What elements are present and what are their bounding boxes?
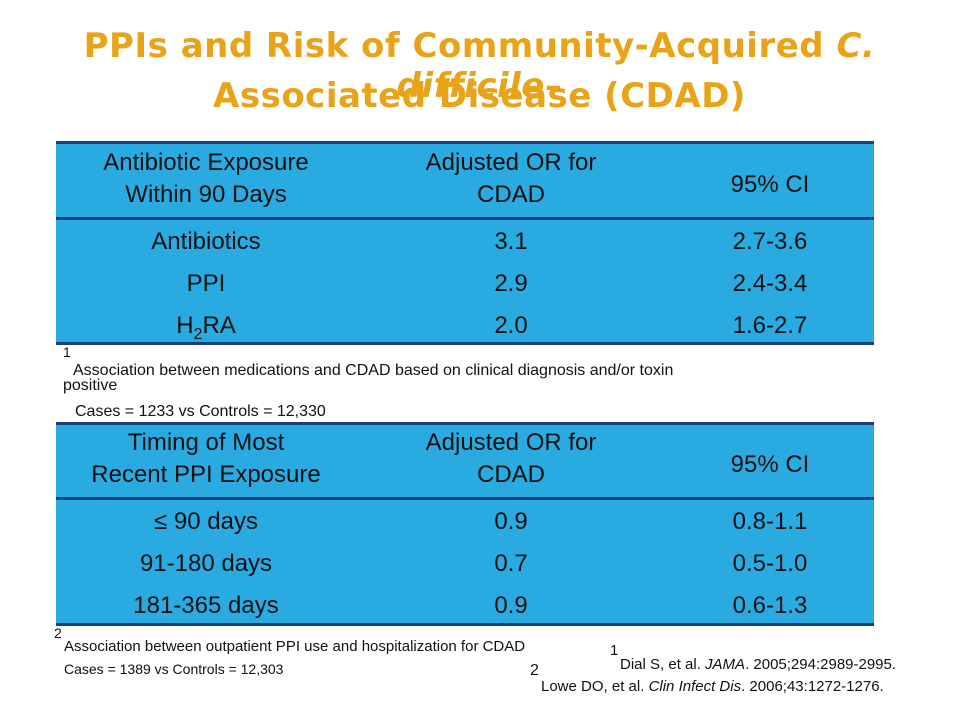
title-organism: C. difficile (396, 26, 876, 106)
footnote1-line2: positive (63, 377, 118, 394)
title-line-2: Associated Disease (CDAD) (213, 76, 746, 116)
reference2-marker: 2 (530, 662, 539, 679)
table-row-or: 0.7 (494, 550, 528, 577)
table2-divider (56, 497, 874, 500)
table-row-label: 181-365 days (133, 592, 279, 619)
reference1-marker: 1 (610, 642, 619, 659)
table-row-ci: 1.6-2.7 (732, 312, 808, 339)
table-row-or: 0.9 (494, 592, 528, 619)
table2-header-timing: Timing of Most Recent PPI Exposure (91, 429, 321, 488)
footnote2-line1: Association between outpatient PPI use a… (64, 638, 526, 655)
footnote1-line1: Association between medications and CDAD… (73, 362, 674, 379)
antibiotic-exposure-table: Antibiotic Exposure Within 90 Days Adjus… (56, 141, 874, 345)
table-row-label: ≤ 90 days (154, 508, 258, 535)
title-text: PPIs and Risk of Community-Acquired (83, 26, 837, 66)
table1-header-ci: 95% CI (730, 171, 810, 198)
title-line-1: PPIs and Risk of Community-Acquired C. d… (0, 26, 959, 106)
footnote1-marker: 1 (63, 344, 71, 360)
table-row-or: 0.9 (494, 508, 528, 535)
table-row-ci: 0.6-1.3 (732, 592, 808, 619)
title-dash: – (544, 66, 563, 106)
table-row-ci: 0.8-1.1 (732, 508, 808, 535)
table-row-label: H2RA (176, 312, 236, 343)
table-row-label: PPI (186, 270, 226, 297)
table-row-ci: 2.4-3.4 (732, 270, 808, 297)
table2-header-ci: 95% CI (730, 451, 810, 478)
table-row-ci: 0.5-1.0 (732, 550, 808, 577)
table-row-or: 3.1 (494, 228, 528, 255)
table-row-label: 91-180 days (139, 550, 273, 577)
ppi-timing-table: Timing of Most Recent PPI Exposure Adjus… (56, 422, 874, 626)
footnote2-marker: 2 (54, 625, 62, 641)
table-row-label: Antibiotics (151, 228, 261, 255)
table-row-or: 2.0 (494, 312, 528, 339)
table1-divider (56, 217, 874, 220)
footnote1-line3: Cases = 1233 vs Controls = 12,330 (75, 403, 326, 420)
footnote2-line2: Cases = 1389 vs Controls = 12,303 (64, 661, 284, 677)
table-row-ci: 2.7-3.6 (732, 228, 808, 255)
table2-header-or: Adjusted OR for CDAD (425, 429, 597, 488)
table1-header-or: Adjusted OR for CDAD (425, 149, 597, 208)
table-row-or: 2.9 (494, 270, 528, 297)
reference1: Dial S, et al. JAMA. 2005;294:2989-2995. (620, 656, 897, 673)
table1-header-exposure: Antibiotic Exposure Within 90 Days (103, 149, 309, 208)
reference2: Lowe DO, et al. Clin Infect Dis. 2006;43… (541, 678, 884, 695)
